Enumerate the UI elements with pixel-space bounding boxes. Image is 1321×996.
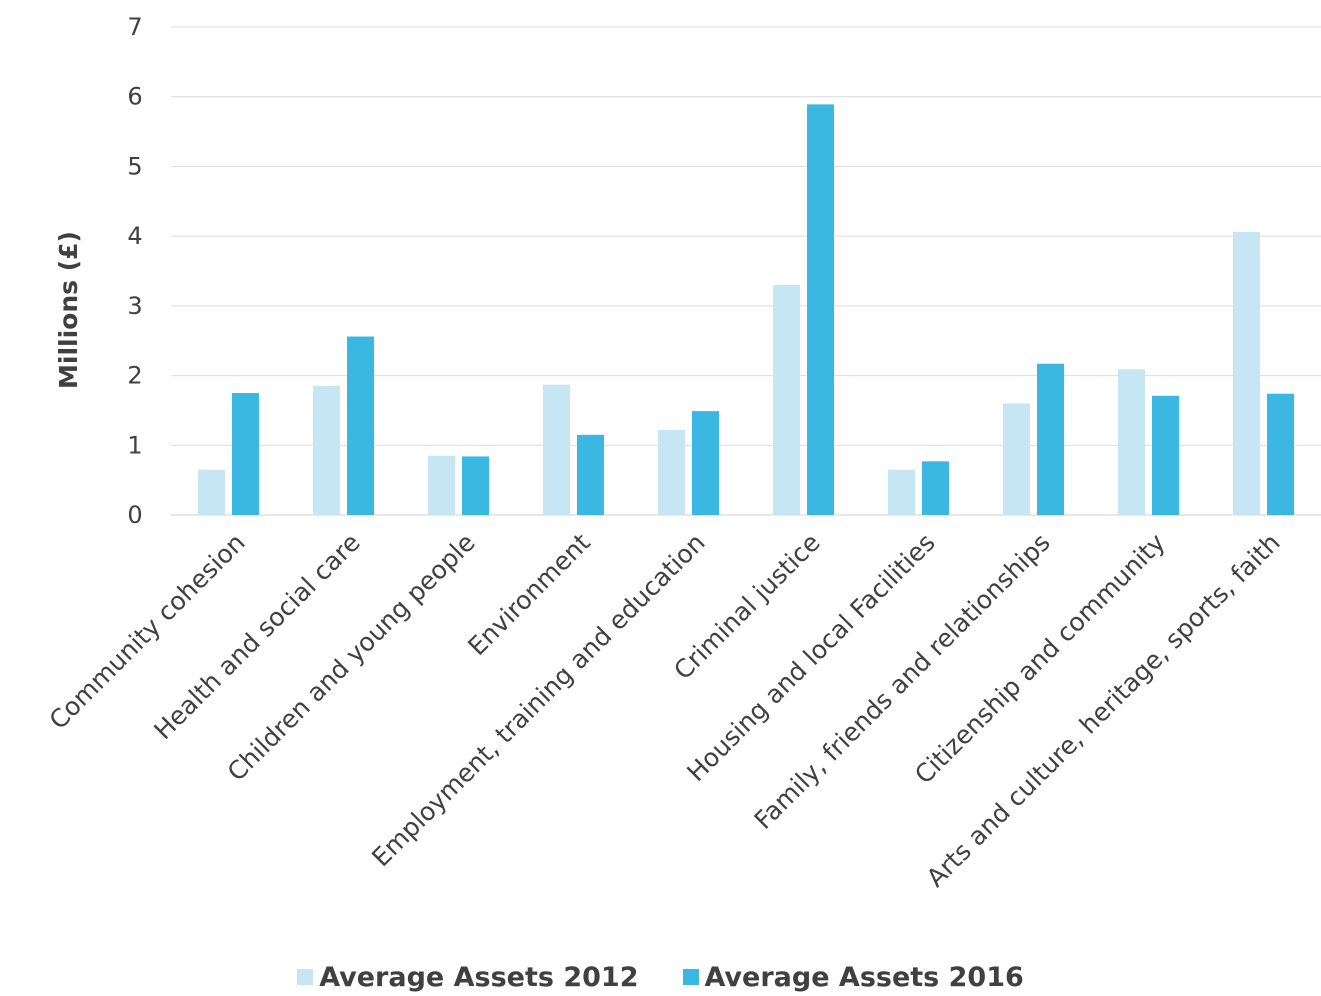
bar-2016 — [692, 411, 719, 515]
bar-2016 — [462, 456, 489, 515]
bar-2012 — [1233, 231, 1260, 515]
legend-item-2016: Average Assets 2016 — [682, 961, 1024, 993]
y-tick-label: 0 — [127, 501, 142, 529]
bars — [198, 104, 1294, 515]
bar-2016 — [1267, 393, 1294, 515]
bar-2016 — [1037, 363, 1064, 515]
bar-2016 — [232, 393, 259, 515]
bar-2016 — [1152, 395, 1179, 515]
bar-2012 — [888, 469, 915, 515]
y-axis-label: Millions (£) — [54, 231, 83, 389]
legend-item-2012: Average Assets 2012 — [297, 961, 639, 993]
bar-2016 — [807, 104, 834, 515]
x-tick-label: Community cohesion — [44, 528, 251, 735]
bar-2016 — [922, 461, 949, 515]
y-tick-label: 7 — [127, 13, 142, 41]
y-tick-label: 2 — [127, 362, 142, 390]
y-tick-label: 1 — [127, 431, 142, 459]
bar-2012 — [773, 284, 800, 515]
legend-swatch-2016 — [682, 969, 699, 985]
legend-label-2012: Average Assets 2012 — [319, 961, 639, 993]
bar-2012 — [1003, 403, 1030, 515]
bar-2012 — [428, 455, 455, 515]
legend-swatch-2012 — [297, 969, 314, 985]
bar-2012 — [198, 469, 225, 515]
x-tick-label: Children and young people — [222, 528, 481, 787]
y-tick-label: 3 — [127, 292, 142, 320]
bar-2012 — [543, 384, 570, 515]
gridlines — [171, 26, 1321, 516]
bar-2016 — [577, 434, 604, 515]
x-tick-label: Citizenship and community — [909, 528, 1171, 790]
bar-2012 — [313, 386, 340, 515]
bar-2012 — [658, 429, 685, 515]
bar-2012 — [1118, 369, 1145, 515]
bar-2016 — [347, 336, 374, 515]
y-axis-ticks: 0 1 2 3 4 5 6 7 — [127, 13, 142, 529]
y-tick-label: 4 — [127, 222, 142, 250]
x-tick-label: Housing and local Facilities — [681, 528, 940, 787]
y-tick-label: 6 — [127, 83, 142, 111]
legend: Average Assets 2012 Average Assets 2016 — [0, 958, 1321, 996]
legend-label-2016: Average Assets 2016 — [704, 961, 1024, 993]
x-tick-label: Health and social care — [148, 528, 365, 745]
y-tick-label: 5 — [127, 152, 142, 180]
